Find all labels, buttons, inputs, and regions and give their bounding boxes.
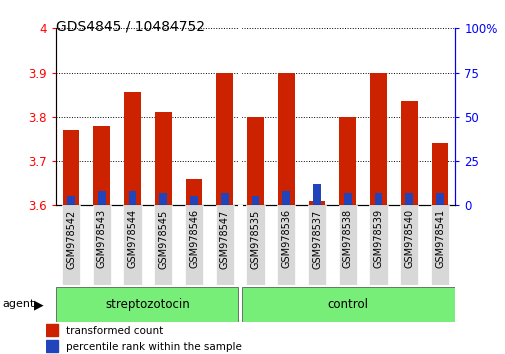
Text: GSM978545: GSM978545 (158, 209, 168, 269)
Bar (215, 205, 233, 285)
Bar (98, 191, 106, 205)
Bar (251, 196, 259, 205)
Text: GSM978538: GSM978538 (342, 209, 352, 268)
Bar (190, 196, 197, 205)
Bar (128, 191, 136, 205)
Bar (435, 193, 443, 205)
Bar (155, 113, 171, 205)
Bar (343, 193, 351, 205)
Text: percentile rank within the sample: percentile rank within the sample (66, 342, 241, 352)
Text: streptozotocin: streptozotocin (106, 298, 190, 311)
Bar (154, 205, 172, 285)
Bar (405, 193, 412, 205)
Bar (369, 205, 387, 285)
Text: GSM978547: GSM978547 (219, 209, 229, 269)
Text: GSM978542: GSM978542 (66, 209, 76, 269)
Bar (216, 73, 233, 205)
Bar (430, 205, 448, 285)
Bar (124, 92, 141, 205)
Bar (339, 117, 356, 205)
Bar (62, 205, 80, 285)
Bar (185, 205, 203, 285)
Bar (45, 324, 58, 336)
Text: GSM978539: GSM978539 (373, 209, 383, 268)
Bar (185, 179, 202, 205)
Bar (431, 143, 447, 205)
Bar (242, 287, 454, 322)
Text: GSM978536: GSM978536 (281, 209, 291, 268)
Text: GSM978537: GSM978537 (312, 209, 321, 269)
Bar (400, 101, 417, 205)
Bar (308, 201, 325, 205)
Bar (313, 184, 320, 205)
Bar (399, 205, 418, 285)
Text: GSM978543: GSM978543 (96, 209, 107, 268)
Bar (56, 287, 238, 322)
Bar (308, 205, 325, 285)
Bar (277, 73, 294, 205)
Bar (338, 205, 356, 285)
Bar (237, 205, 242, 285)
Bar (221, 193, 228, 205)
Bar (369, 73, 386, 205)
Text: ▶: ▶ (34, 298, 44, 311)
Text: GSM978546: GSM978546 (189, 209, 198, 268)
Bar (92, 205, 111, 285)
Bar (63, 130, 79, 205)
Bar (45, 340, 58, 353)
Text: GSM978535: GSM978535 (250, 209, 260, 269)
Text: control: control (327, 298, 368, 311)
Bar (246, 117, 264, 205)
Bar (277, 205, 295, 285)
Bar (246, 205, 264, 285)
Bar (123, 205, 141, 285)
Bar (159, 193, 167, 205)
Text: GDS4845 / 10484752: GDS4845 / 10484752 (56, 19, 204, 34)
Bar (67, 196, 75, 205)
Text: transformed count: transformed count (66, 326, 163, 336)
Text: GSM978540: GSM978540 (403, 209, 414, 268)
Bar (282, 191, 289, 205)
Bar (374, 193, 382, 205)
Text: agent: agent (3, 299, 35, 309)
Text: GSM978541: GSM978541 (434, 209, 444, 268)
Bar (93, 126, 110, 205)
Text: GSM978544: GSM978544 (127, 209, 137, 268)
